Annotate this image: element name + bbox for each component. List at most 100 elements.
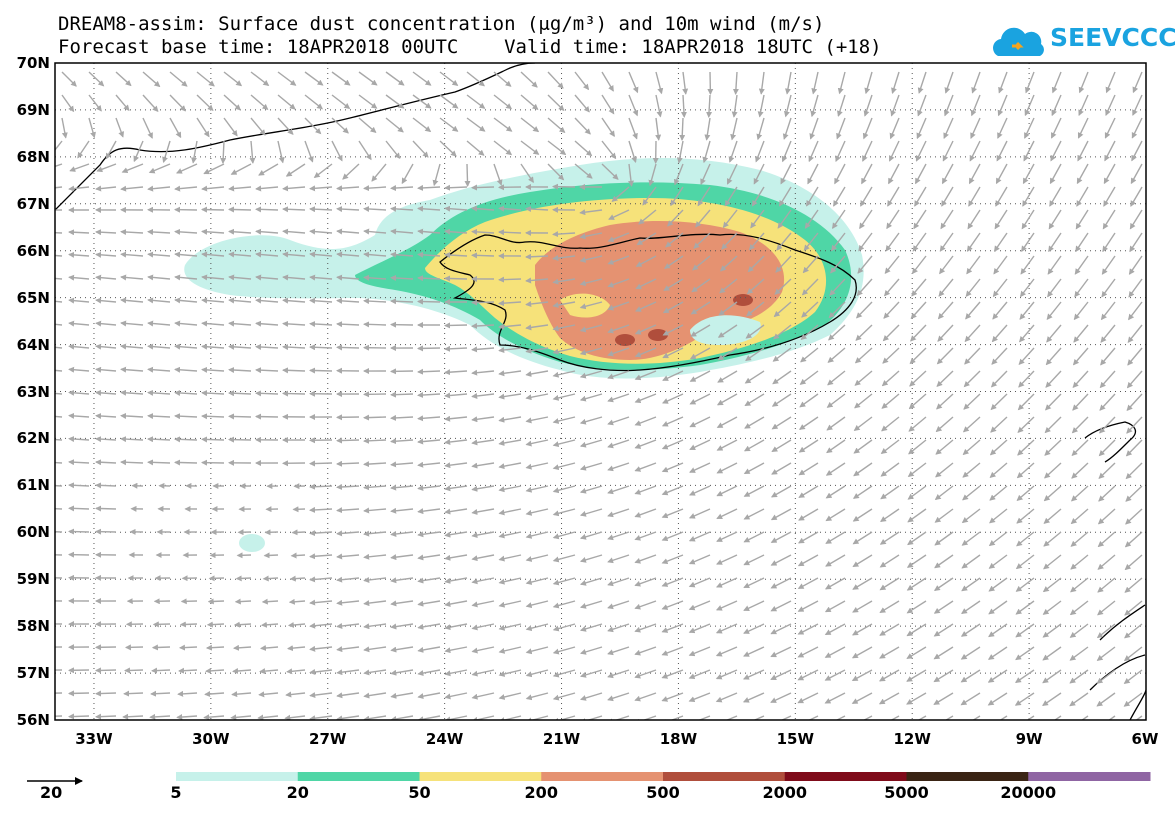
wind-arrow [851,669,873,682]
wind-arrow [1076,163,1089,185]
wind-arrow [890,94,900,117]
wind-arrow [176,714,198,720]
wind-arrow [802,255,819,274]
wind-arrow [579,692,603,701]
wind-arrow [309,321,333,327]
wind-arrow [636,232,657,246]
wind-arrow [1125,439,1143,457]
wind-arrow [1017,393,1035,411]
wind-arrow [291,529,306,536]
wind-arrow [781,140,792,163]
wind-arrow [358,117,377,133]
wind-arrow [552,439,576,448]
wind-arrow [1072,393,1089,411]
latitude-label: 59N [16,570,50,589]
colorbar-label: 5000 [884,783,929,802]
wind-arrow [1097,600,1116,616]
wind-arrow [309,344,333,351]
wind-arrow [262,575,279,582]
wind-arrow [689,347,711,360]
wind-arrow [826,439,846,454]
wind-arrow [331,117,349,134]
wind-arrow [607,278,630,288]
wind-arrow [961,577,981,592]
wind-arrow [990,393,1008,411]
wind-arrow [1025,71,1035,94]
wind-arrow [390,715,414,720]
wind-arrow [990,370,1008,388]
wind-arrow [607,416,630,426]
wind-arrow [607,692,630,702]
wind-arrow [525,253,549,260]
wind-arrow [363,530,387,537]
wind-arrow [879,669,900,682]
wind-arrow [1018,347,1035,366]
wind-arrow [1049,163,1062,185]
wind-arrow [331,94,351,110]
wind-arrow [201,390,225,397]
wind-arrow [800,324,819,341]
wind-arrow [223,117,238,137]
wind-arrow [498,531,522,539]
wind-arrow [770,577,792,589]
wind-arrow [908,439,927,455]
wind-arrow [1018,324,1035,343]
wind-arrow [363,507,387,514]
wind-arrow [417,692,441,700]
wind-arrow [313,163,333,179]
wind-arrow [147,185,171,192]
wind-arrow [309,692,333,699]
wind-arrow [634,554,657,564]
wind-arrow [828,324,846,341]
wind-arrow [147,436,171,443]
wind-arrow [363,437,387,444]
wind-arrow [774,278,792,295]
wind-arrow [906,623,927,637]
wind-arrow [634,692,657,702]
wind-arrow [990,416,1008,433]
wind-arrow [829,278,846,296]
wind-arrow [390,438,414,445]
wind-arrow [95,413,117,419]
wind-arrow [607,531,630,541]
wind-arrow [854,370,873,386]
wind-arrow [882,324,900,342]
wind-arrow [120,297,144,304]
wind-arrow [1074,255,1089,275]
wind-arrow [853,416,873,431]
latitude-label: 70N [16,54,50,72]
wind-arrow [363,321,387,328]
wind-arrow [498,276,522,283]
wind-arrow [498,462,522,470]
wind-arrow [827,370,846,386]
wind-arrow [493,140,513,156]
wind-arrow [444,322,468,329]
wind-arrow [498,393,522,400]
wind-arrow [992,301,1008,320]
wind-arrow [498,439,522,446]
wind-arrow [743,531,765,543]
wind-arrow [1097,531,1116,548]
wind-arrow [1042,577,1062,593]
wind-arrow [648,163,657,187]
wind-arrow [911,255,927,275]
wind-arrow [68,343,90,350]
wind-arrow [914,163,927,185]
longitude-label: 18W [659,730,698,748]
wind-arrow [390,577,414,584]
wind-arrow [466,117,486,132]
wind-arrow [860,186,873,207]
wind-arrow [574,117,591,135]
wind-arrow [336,507,360,514]
colorbar-label: 20 [286,783,309,802]
wind-arrow [466,140,485,156]
wind-arrow [304,140,314,163]
wind-arrow [1048,209,1062,230]
wind-arrow [601,140,617,160]
wind-arrow [1075,209,1089,230]
wind-arrow [1125,508,1143,525]
wind-arrow [574,140,593,157]
wind-arrow [55,554,63,556]
wind-arrow [993,255,1008,275]
wind-arrow [552,324,576,332]
